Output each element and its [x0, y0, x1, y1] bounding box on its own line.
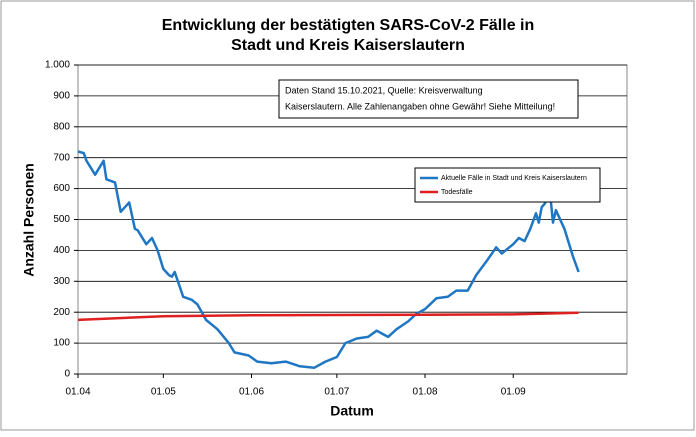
chart-title: Entwicklung der bestätigten SARS-CoV-2 F…	[162, 17, 535, 34]
y-tick-label: 500	[53, 214, 70, 225]
x-axis-label: Datum	[330, 403, 374, 419]
legend-label: Todesfälle	[441, 189, 473, 196]
annotation: Daten Stand 15.10.2021, Quelle: Kreisver…	[285, 85, 483, 95]
x-tick-label: 01.04	[65, 387, 90, 398]
chart-subtitle: Stadt und Kreis Kaiserslautern	[231, 37, 465, 54]
x-tick-label: 01.05	[151, 387, 176, 398]
y-tick-label: 600	[53, 183, 70, 194]
y-tick-label: 800	[53, 121, 70, 132]
series-line	[77, 150, 580, 370]
y-tick-label: 400	[53, 245, 70, 256]
x-tick-label: 01.08	[413, 387, 438, 398]
annotation: Kaiserslautern. Alle Zahlenangaben ohne …	[285, 101, 555, 111]
x-tick-label: 01.06	[239, 387, 264, 398]
y-tick-label: 300	[53, 276, 70, 287]
y-tick-label: 1.000	[45, 60, 70, 71]
y-tick-label: 100	[53, 338, 70, 349]
x-tick-label: 01.09	[501, 387, 526, 398]
legend-box	[414, 167, 601, 203]
y-tick-label: 200	[53, 307, 70, 318]
series-line	[77, 311, 579, 322]
y-tick-label: 700	[53, 152, 70, 163]
x-tick-label: 01.07	[324, 387, 349, 398]
y-tick-label: 0	[64, 369, 70, 380]
annotation-box	[278, 79, 579, 119]
y-axis-label: Anzahl Personen	[21, 163, 37, 277]
y-tick-label: 900	[53, 91, 70, 102]
legend-label: Aktuelle Fälle in Stadt und Kreis Kaiser…	[441, 175, 587, 182]
